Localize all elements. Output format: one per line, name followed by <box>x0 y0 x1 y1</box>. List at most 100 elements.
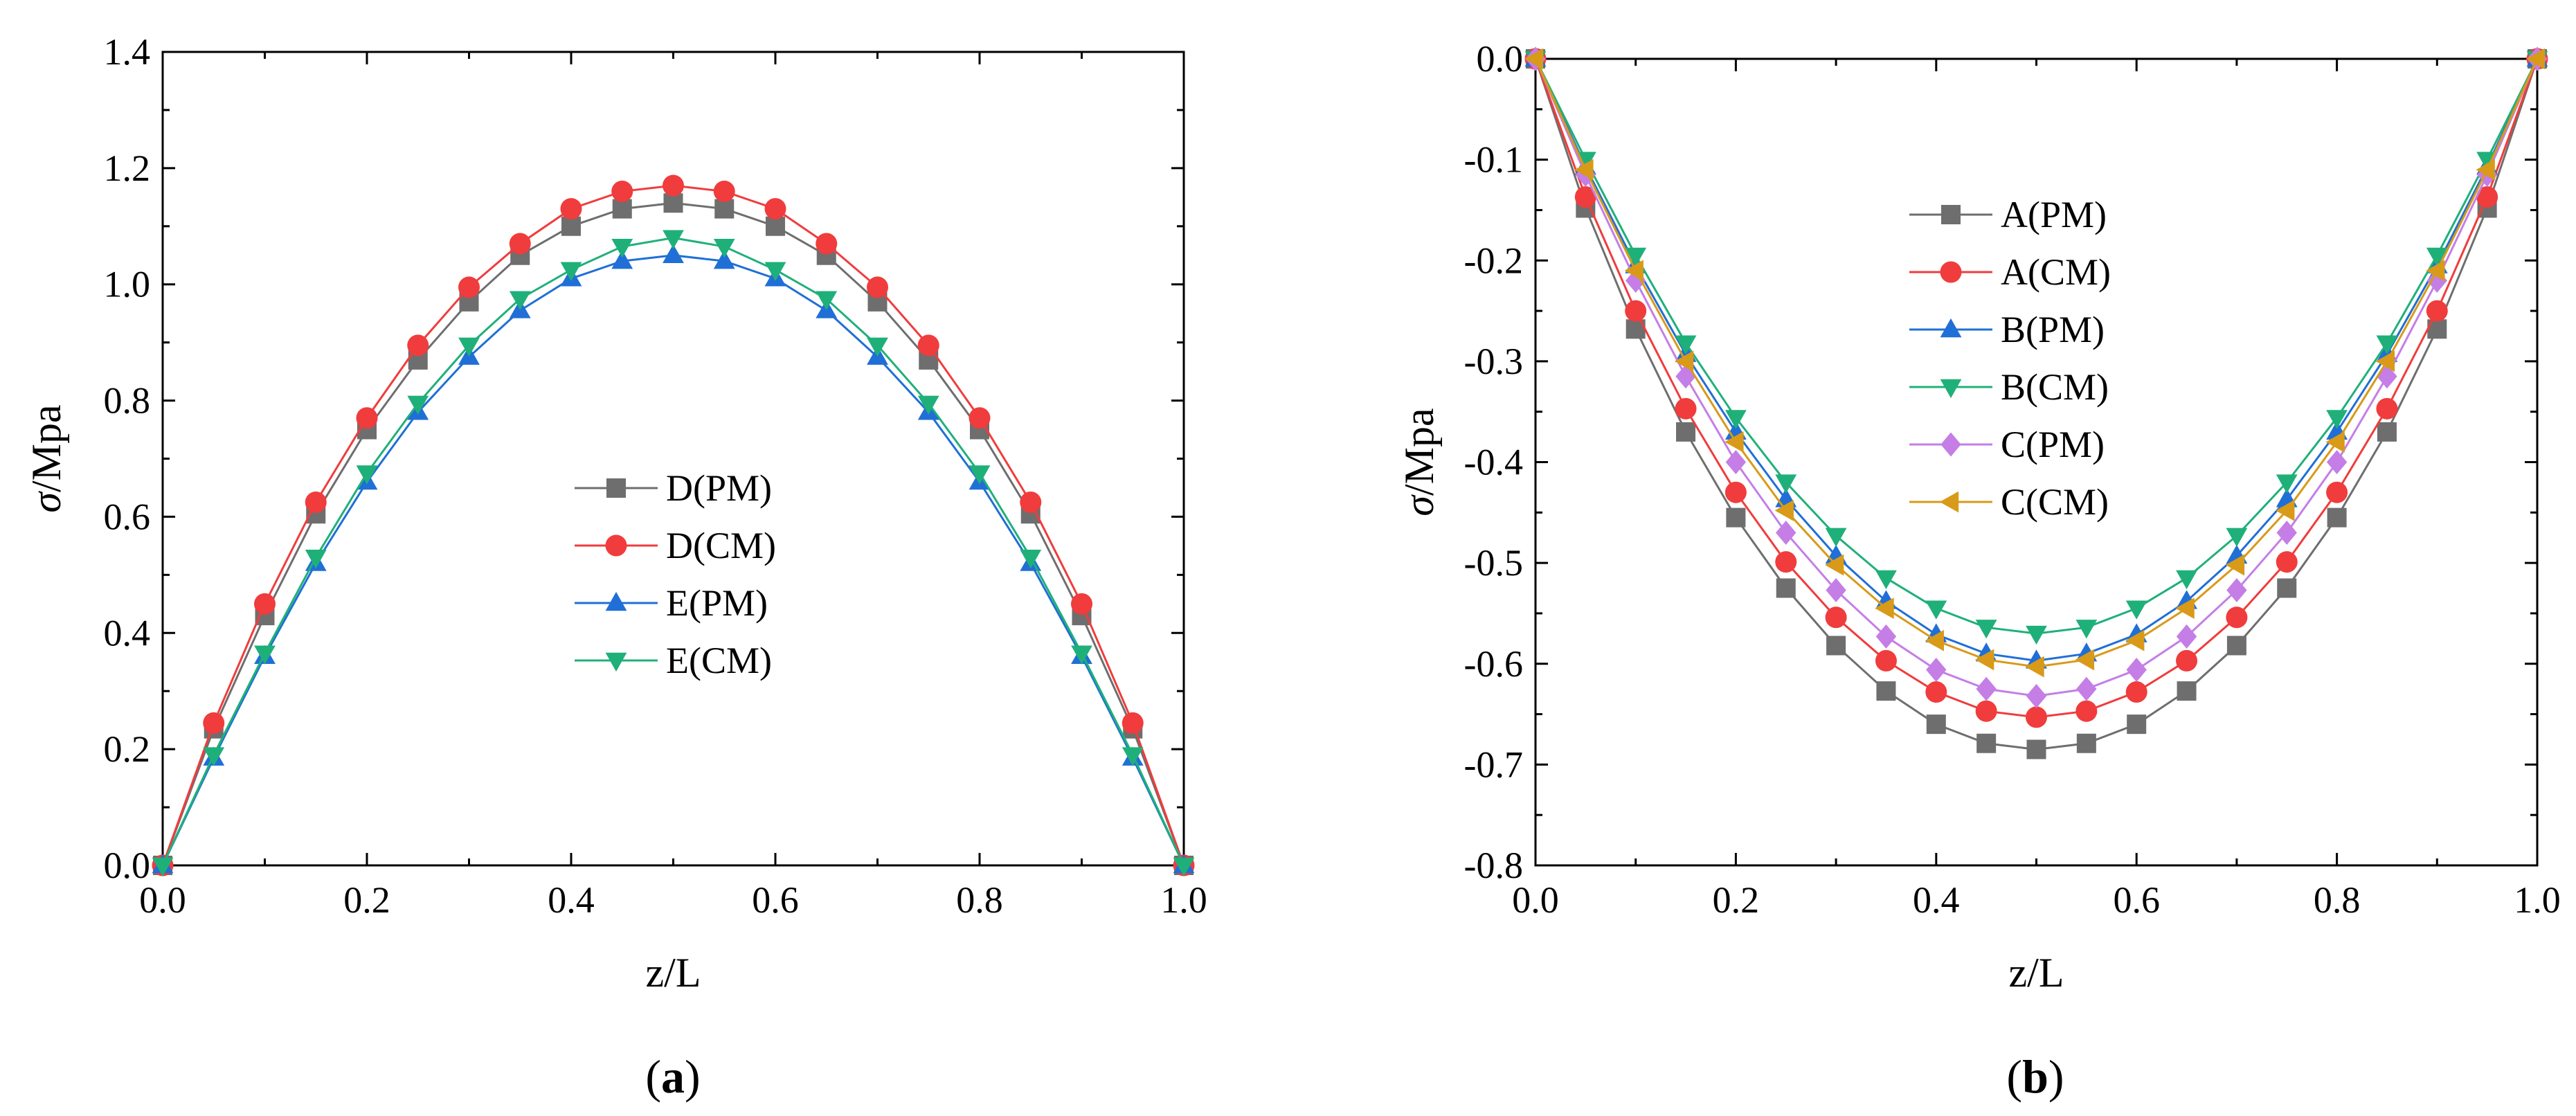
data-point <box>2326 410 2348 429</box>
data-point <box>1676 422 1696 442</box>
legend-marker <box>605 652 627 672</box>
y-tick-label: -0.6 <box>1464 643 1523 685</box>
data-point <box>1926 714 1946 735</box>
data-point <box>713 238 735 258</box>
data-point <box>254 645 276 665</box>
data-point <box>1574 159 1594 181</box>
data-point <box>663 244 684 263</box>
data-point <box>1071 645 1092 665</box>
data-point <box>2376 397 2398 420</box>
data-point <box>816 233 838 255</box>
legend-label: E(PM) <box>666 582 768 624</box>
y-tick-label: 0.8 <box>104 380 151 422</box>
data-point <box>2076 676 2097 701</box>
legend-label: E(CM) <box>666 640 772 681</box>
data-point <box>2125 629 2145 651</box>
data-point <box>2225 554 2245 576</box>
data-point <box>2476 186 2498 208</box>
data-point <box>611 238 633 258</box>
data-point <box>560 198 582 220</box>
data-point <box>1925 629 1944 651</box>
data-point <box>2025 656 2044 678</box>
data-point <box>1775 551 1797 573</box>
legend-label: C(PM) <box>2001 424 2105 465</box>
data-point <box>2376 335 2398 354</box>
data-point <box>2175 597 2195 620</box>
y-axis-title-unit: /Mpa <box>24 404 69 492</box>
data-point <box>1625 319 1646 339</box>
data-point <box>305 491 327 513</box>
x-tick-label: 0.4 <box>548 879 595 921</box>
data-point <box>713 180 735 202</box>
data-point <box>1624 260 1643 282</box>
data-point <box>1122 747 1144 766</box>
series-E(CM) <box>152 230 1195 877</box>
y-axis-title-symbol: σ <box>1396 494 1442 516</box>
data-point <box>1776 520 1796 545</box>
data-point <box>458 276 480 298</box>
y-tick-label: 0.0 <box>104 845 151 886</box>
data-point <box>2276 520 2297 545</box>
data-point <box>2427 319 2447 339</box>
data-point <box>2026 625 2047 645</box>
data-point <box>2377 422 2397 442</box>
data-point <box>2076 733 2096 753</box>
y-tick-label: -0.7 <box>1464 744 1523 785</box>
data-point <box>2176 624 2197 649</box>
data-point <box>1776 578 1796 598</box>
legend-marker <box>605 591 627 611</box>
data-point <box>1876 681 1896 701</box>
y-axis-title-symbol: σ <box>24 491 69 513</box>
data-point <box>2026 739 2046 759</box>
data-point <box>560 262 582 281</box>
data-point <box>1574 186 1596 208</box>
data-point <box>1173 857 1195 877</box>
y-tick-label: -0.2 <box>1464 240 1523 281</box>
x-tick-label: 0.2 <box>343 879 390 921</box>
data-point <box>764 198 786 220</box>
data-point <box>969 465 991 485</box>
data-point <box>867 276 888 298</box>
x-tick-label: 0.4 <box>1913 879 1960 921</box>
y-axis-title: σ/Mpa <box>1396 408 1442 516</box>
data-point <box>356 407 378 429</box>
x-tick-label: 0.6 <box>2113 879 2160 921</box>
data-point <box>1020 549 1042 569</box>
data-point <box>612 199 632 219</box>
y-axis-title: σ/Mpa <box>24 404 69 512</box>
y-tick-label: -0.5 <box>1464 542 1523 584</box>
data-point <box>2026 683 2047 708</box>
data-point <box>2276 500 2295 521</box>
legend-marker <box>1940 432 1961 457</box>
data-point <box>611 250 633 269</box>
data-point <box>2075 649 2095 671</box>
y-tick-label: 1.4 <box>104 31 151 73</box>
y-tick-label: 0.0 <box>1477 38 1524 80</box>
data-point <box>1122 712 1144 734</box>
legend-marker <box>1939 491 1959 513</box>
data-point <box>2126 657 2147 682</box>
series-A(PM) <box>1526 49 2547 759</box>
data-point <box>407 334 429 357</box>
data-point <box>1675 397 1697 420</box>
y-tick-label: 1.0 <box>104 264 151 305</box>
legend-label: A(PM) <box>2001 194 2107 235</box>
data-point <box>663 230 684 249</box>
legend-marker <box>606 478 626 498</box>
data-point <box>1925 681 1947 703</box>
legend-marker <box>1940 318 1962 338</box>
data-point <box>356 465 378 485</box>
x-axis-title: z/L <box>2009 950 2064 996</box>
legend-marker <box>605 534 627 557</box>
data-point <box>713 250 735 269</box>
data-point <box>458 337 480 357</box>
data-point <box>1724 481 1747 503</box>
legend-marker <box>1941 205 1961 224</box>
data-point <box>611 180 633 202</box>
data-point <box>663 174 684 197</box>
y-tick-label: -0.8 <box>1464 845 1523 886</box>
x-tick-label: 0.8 <box>2314 879 2361 921</box>
data-point <box>867 291 888 312</box>
data-point <box>2426 247 2448 267</box>
data-point <box>2226 528 2248 547</box>
